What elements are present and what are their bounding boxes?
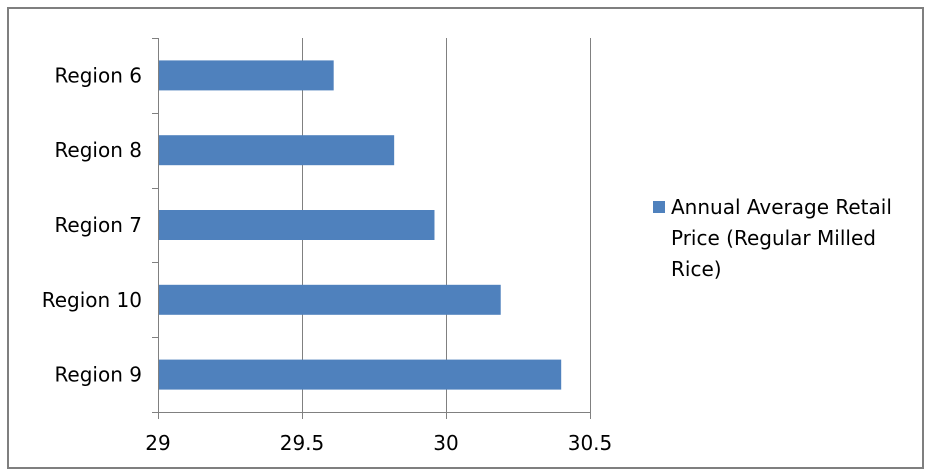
bar-region-10 — [158, 284, 501, 315]
category-label: Region 9 — [54, 363, 142, 387]
axis-labels: Region 6 Region 8 Region 7 Region 10 Region … — [42, 63, 613, 455]
legend-label: Rice) — [671, 257, 722, 281]
bar-region-9 — [158, 359, 562, 390]
bars — [158, 60, 562, 390]
legend: Annual Average Retail Price (Regular Mill… — [653, 195, 892, 281]
x-tick-label: 30 — [433, 431, 458, 455]
category-label: Region 6 — [54, 63, 142, 87]
bar-chart: Region 6 Region 8 Region 7 Region 10 Region … — [42, 38, 892, 455]
legend-swatch — [653, 201, 665, 213]
bar-region-8 — [158, 135, 395, 166]
bar-region-7 — [158, 210, 435, 240]
x-tick-label: 29.5 — [280, 431, 325, 455]
category-label: Region 7 — [54, 213, 142, 237]
legend-label: Price (Regular Milled — [671, 226, 876, 250]
category-label: Region 8 — [54, 138, 142, 162]
x-tick-label: 30.5 — [568, 431, 613, 455]
category-label: Region 10 — [42, 288, 142, 312]
bar-region-6 — [158, 60, 334, 91]
x-tick-label: 29 — [145, 431, 170, 455]
chart-area: Region 6 Region 8 Region 7 Region 10 Region … — [7, 7, 924, 469]
axes — [152, 38, 591, 419]
legend-label: Annual Average Retail — [671, 195, 892, 219]
